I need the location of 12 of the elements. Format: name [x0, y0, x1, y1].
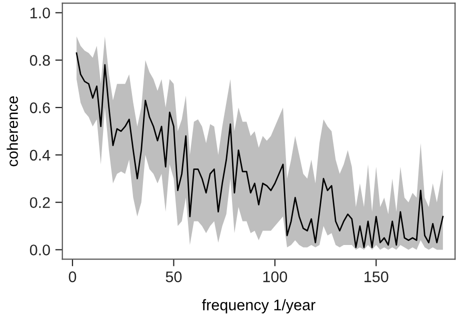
- x-tick-label: 150: [364, 271, 388, 282]
- y-tick-label: 0.6: [30, 102, 50, 114]
- x-axis-title: frequency 1/year: [202, 299, 316, 314]
- y-tick-label: 0.0: [30, 244, 50, 256]
- y-tick-label: 0.8: [30, 54, 50, 66]
- y-tick-label: 1.0: [30, 8, 50, 18]
- x-tick-label: 0: [68, 271, 76, 282]
- x-tick-label: 50: [166, 271, 182, 282]
- y-tick-label: 0.4: [30, 150, 50, 161]
- x-tick-label: 100: [263, 271, 288, 282]
- y-axis-title: coherence: [6, 96, 18, 166]
- y-tick-label: 0.2: [30, 197, 50, 208]
